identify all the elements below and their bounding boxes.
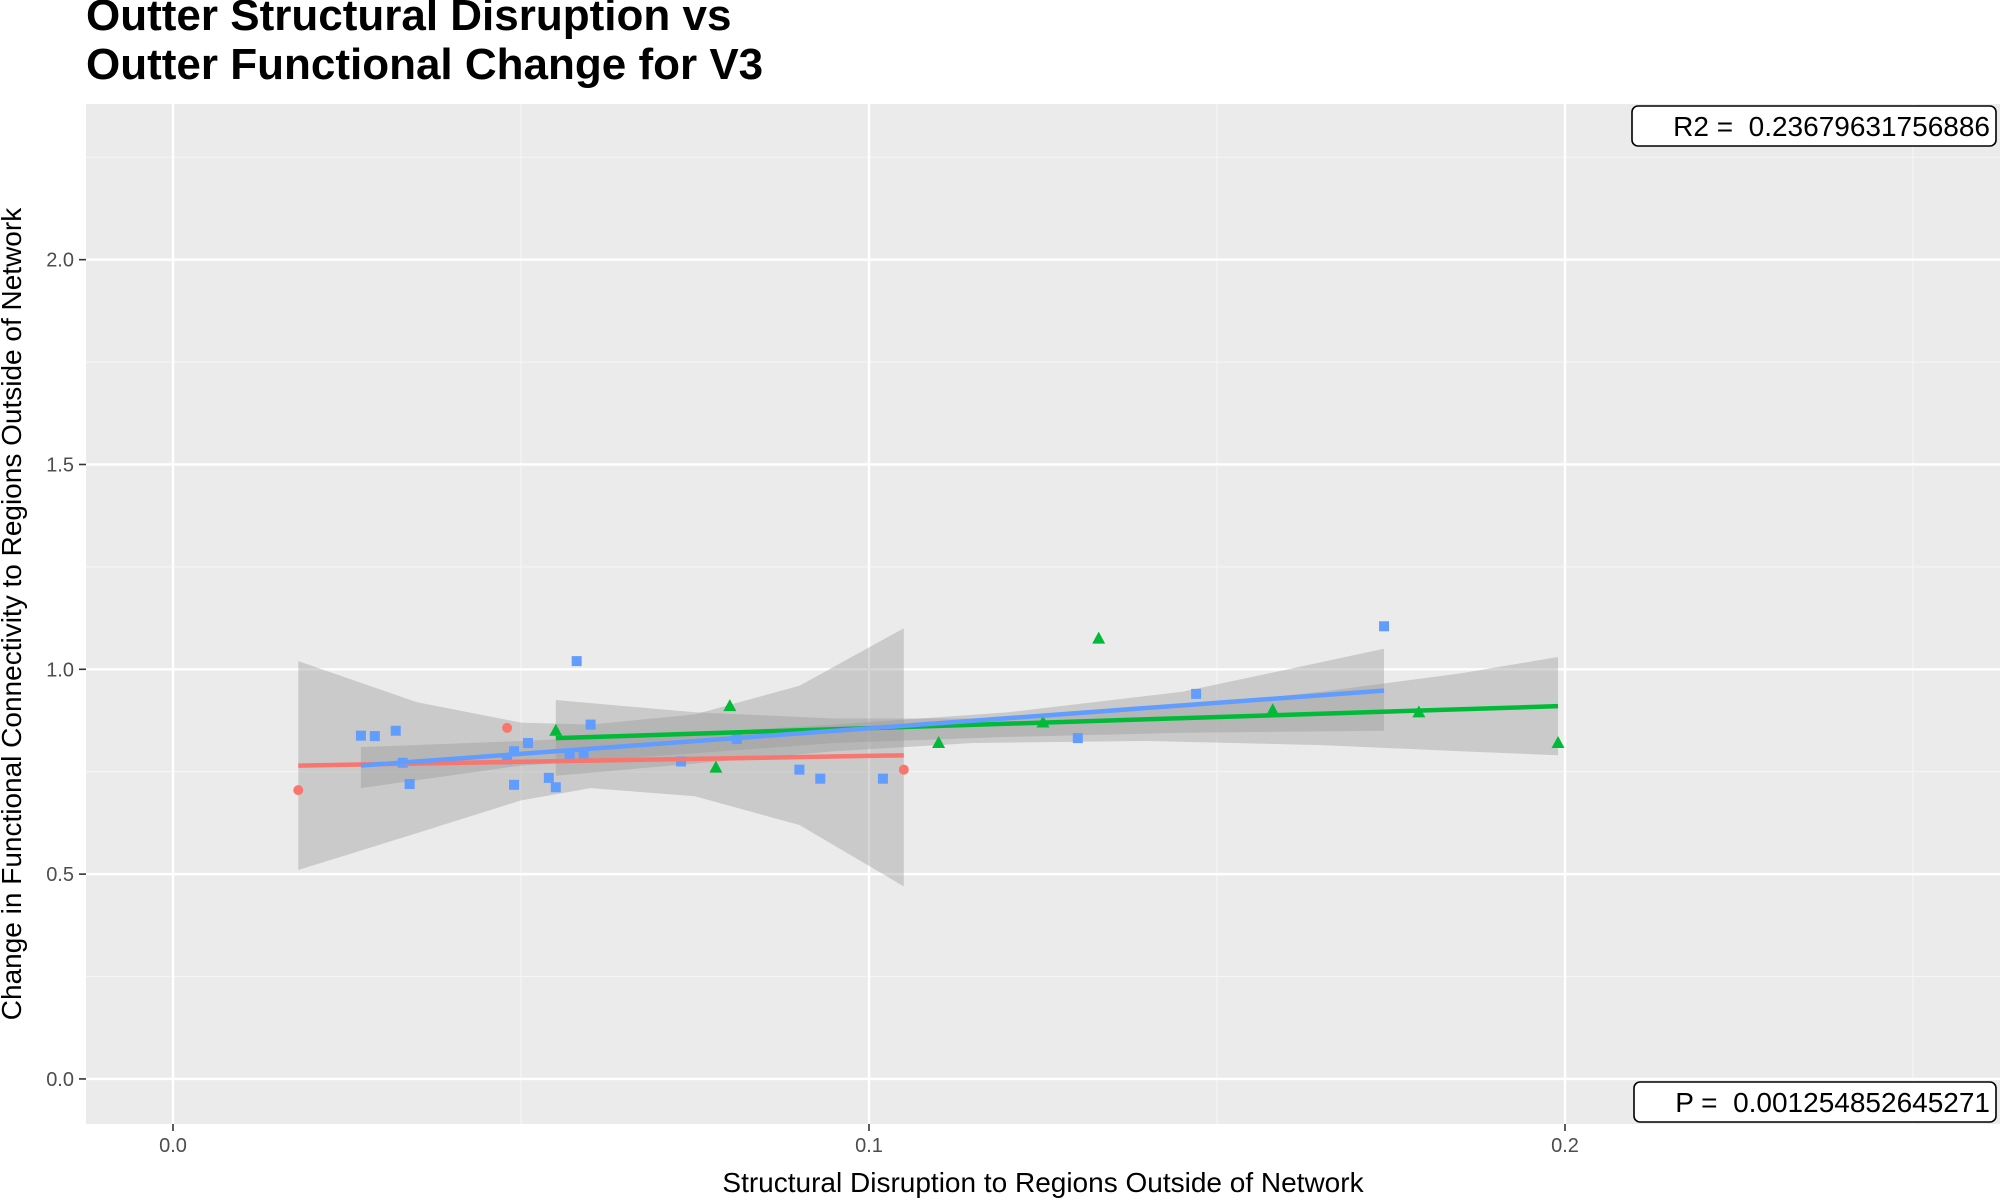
x-axis-title: Structural Disruption to Regions Outside… <box>722 1167 1364 1198</box>
p-annotation-label: P = 0.001254852645271 <box>1675 1087 1990 1118</box>
data-point <box>509 746 520 757</box>
data-point <box>502 722 513 733</box>
data-point <box>390 725 401 736</box>
y-tick-label: 1.5 <box>46 454 74 476</box>
data-point <box>578 748 589 759</box>
r2-annotation: R2 = 0.23679631756886 <box>1631 105 1997 147</box>
data-point <box>1551 736 1565 749</box>
plot-panel <box>86 104 2000 1124</box>
data-point <box>564 750 575 761</box>
y-tick-label: 2.0 <box>46 250 74 272</box>
data-point <box>355 730 366 741</box>
data-point <box>1379 621 1390 632</box>
y-tick-label: 0.5 <box>46 864 74 886</box>
confidence-band <box>298 628 904 887</box>
data-point <box>1266 703 1280 716</box>
data-point <box>369 731 380 742</box>
data-point <box>502 754 513 765</box>
confidence-band <box>360 648 1384 789</box>
chart-title-line-2: Outter Functional Change for V3 <box>86 40 763 89</box>
data-point <box>543 772 554 783</box>
data-point <box>549 723 563 736</box>
data-point <box>676 756 687 767</box>
x-tick-label: 0.0 <box>159 1135 187 1157</box>
data-point <box>293 785 304 796</box>
data-points <box>293 621 1565 796</box>
fit-line <box>360 688 1385 768</box>
p-annotation: P = 0.001254852645271 <box>1633 1081 1997 1123</box>
data-point <box>509 779 520 790</box>
r2-annotation-label: R2 = 0.23679631756886 <box>1673 111 1990 142</box>
axis-ticks: 0.0 0.1 0.2 0.0 0.5 1.0 1.5 2.0 <box>46 250 1579 1157</box>
x-tick-label: 0.1 <box>855 1135 883 1157</box>
data-point <box>815 773 826 784</box>
data-point <box>1072 733 1083 744</box>
y-axis-title: Change in Functional Connectivity to Reg… <box>0 207 27 1020</box>
data-point <box>877 773 888 784</box>
data-point <box>571 656 582 667</box>
y-tick-label: 1.0 <box>46 659 74 681</box>
data-point <box>1092 631 1106 644</box>
data-point <box>550 782 561 793</box>
x-tick-label: 0.2 <box>1551 1135 1579 1157</box>
data-point <box>585 719 596 730</box>
y-tick-label: 0.0 <box>46 1069 74 1091</box>
r2-annotation-box <box>1631 105 1997 147</box>
data-point <box>723 699 737 712</box>
chart-title-line-1: Outter Structural Disruption vs <box>86 0 731 40</box>
data-point <box>794 764 805 775</box>
data-point <box>404 779 415 789</box>
grid <box>86 104 2000 1124</box>
data-point <box>898 764 909 775</box>
fit-lines <box>298 688 1559 768</box>
data-point <box>1191 688 1202 699</box>
p-annotation-box <box>1633 1081 1997 1123</box>
fit-line <box>555 703 1559 741</box>
data-point <box>932 736 946 749</box>
data-point <box>709 760 723 773</box>
data-point <box>522 738 533 749</box>
